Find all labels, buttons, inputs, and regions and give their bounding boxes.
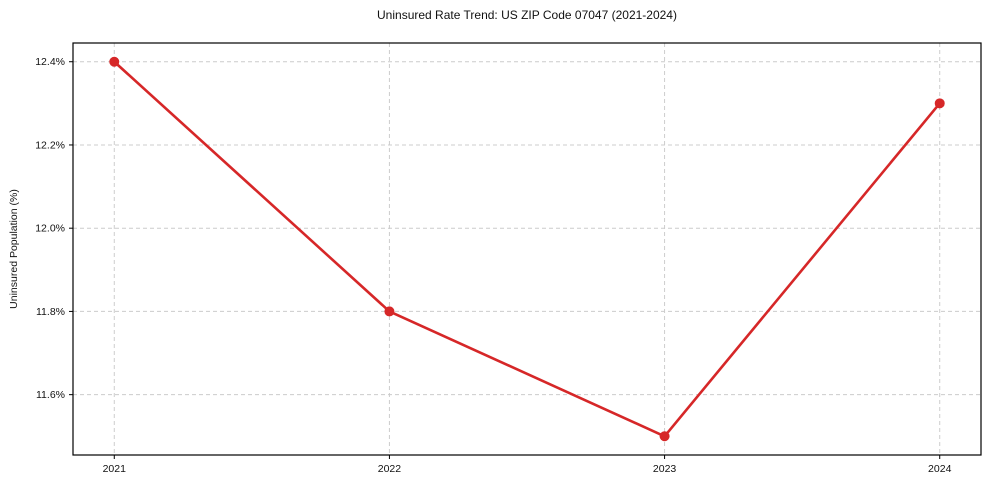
y-tick-label: 12.4% <box>35 56 65 68</box>
data-point <box>109 56 120 67</box>
data-point <box>934 98 945 109</box>
x-tick-label: 2024 <box>928 463 952 475</box>
x-tick-label: 2022 <box>378 463 402 475</box>
data-point <box>659 431 670 442</box>
chart-title: Uninsured Rate Trend: US ZIP Code 07047 … <box>377 8 677 22</box>
x-tick-label: 2023 <box>653 463 677 475</box>
y-tick-label: 12.2% <box>35 139 65 151</box>
plot-border <box>72 42 982 456</box>
y-tick-label: 11.6% <box>36 389 65 401</box>
data-point <box>384 306 395 317</box>
trend-line <box>112 60 942 438</box>
x-tick-label: 2021 <box>103 463 127 475</box>
y-tick-label: 11.8% <box>36 306 65 318</box>
y-tick-label: 12.0% <box>35 223 65 235</box>
